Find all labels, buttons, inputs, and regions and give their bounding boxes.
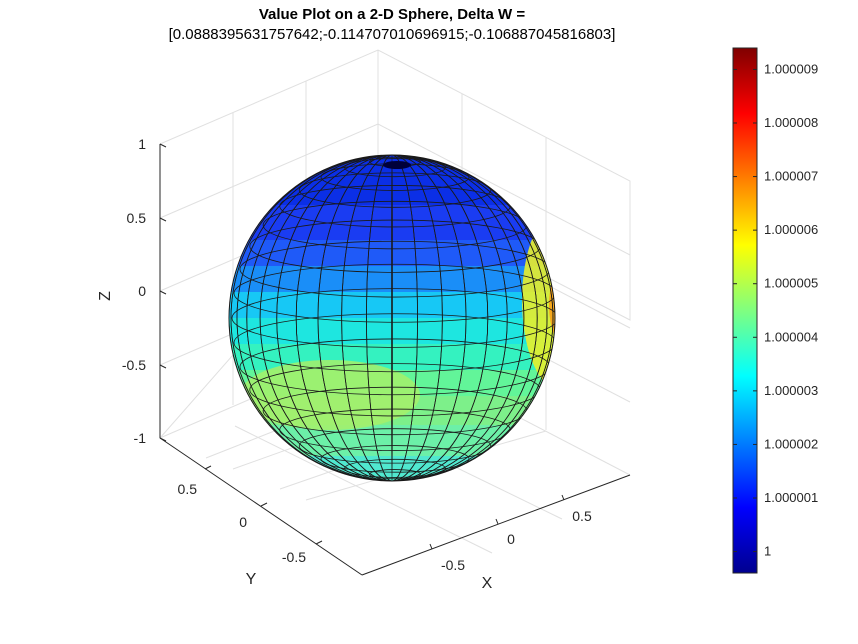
colorbar-tick-label: 1.000001 [764,490,818,505]
z-tick-label: 1 [138,136,146,152]
latitude-line [369,469,421,480]
y-tick-label: 0.5 [178,481,198,497]
sphere-band [229,344,555,370]
axes-3d[interactable]: 1 0.5 0 -0.5 -1 0.5 0 -0.5 -0.5 0 0.5 Z … [97,49,631,592]
x-tick-label: 0 [507,531,515,547]
longitude-line [317,155,467,481]
longitude-line [246,155,538,481]
z-tick-label: -1 [134,430,147,446]
chart-title: Value Plot on a 2-D Sphere, Delta W = [259,6,526,23]
x-axis-label: X [482,575,493,592]
longitude-line [391,155,393,481]
y-tick-label: 0 [239,514,247,530]
longitude-line [295,155,489,481]
x-axis-line [361,474,631,576]
sphere-band [229,205,555,240]
latitude-line [320,445,470,473]
longitude-line [341,155,443,481]
sphere-pole [383,161,411,169]
sphere-outline [228,154,556,482]
latitude-line [231,288,555,348]
sphere-band [229,240,555,266]
longitude-line [230,155,554,481]
sphere-warm-region [522,210,555,390]
sphere-band [229,456,555,481]
latitude-line [298,428,492,464]
colorbar-tick-label: 1.000003 [764,383,818,398]
x-tick-label: -0.5 [441,557,465,573]
sphere-hot-region [549,265,555,345]
colorbar-tick-label: 1.000005 [764,276,818,291]
colorbar-tick-label: 1.000004 [764,329,818,344]
colorbar-tick-label: 1.000008 [764,115,818,130]
longitude-line [366,155,418,481]
sphere-band [229,425,555,456]
colorbar-gradient [732,47,758,574]
z-tick-label: 0 [138,283,146,299]
sphere-band [229,266,555,292]
longitude-line [259,155,525,481]
colorbar-tick-label: 1.000007 [764,169,818,184]
y-tick-label: -0.5 [282,549,306,565]
longitude-line [276,155,508,481]
colorbar-tick-label: 1.000006 [764,222,818,237]
longitude-line [236,155,548,481]
latitude-line [298,172,492,208]
z-axis-label: Z [97,291,114,301]
sphere-surface[interactable] [228,150,598,482]
y-axis-label: Y [246,571,257,588]
latitude-line [233,313,555,373]
colorbar[interactable]: 1 1.000001 1.000002 1.000003 1.000004 1.00000… [732,47,818,574]
x-tick-label: 0.5 [572,508,592,524]
chart-subtitle: [0.0888395631757642;-0.114707010696915;-… [169,26,616,43]
z-tick-label: -0.5 [122,357,146,373]
tick-marks [159,143,565,550]
colorbar-tick-label: 1.000009 [764,61,818,76]
y-axis-line [159,437,363,576]
latitude-line [233,263,555,323]
z-tick-label: 0.5 [127,210,147,226]
colorbar-tick-label: 1 [764,544,771,559]
colorbar-tick-label: 1.000002 [764,436,818,451]
latitude-line [344,158,446,178]
